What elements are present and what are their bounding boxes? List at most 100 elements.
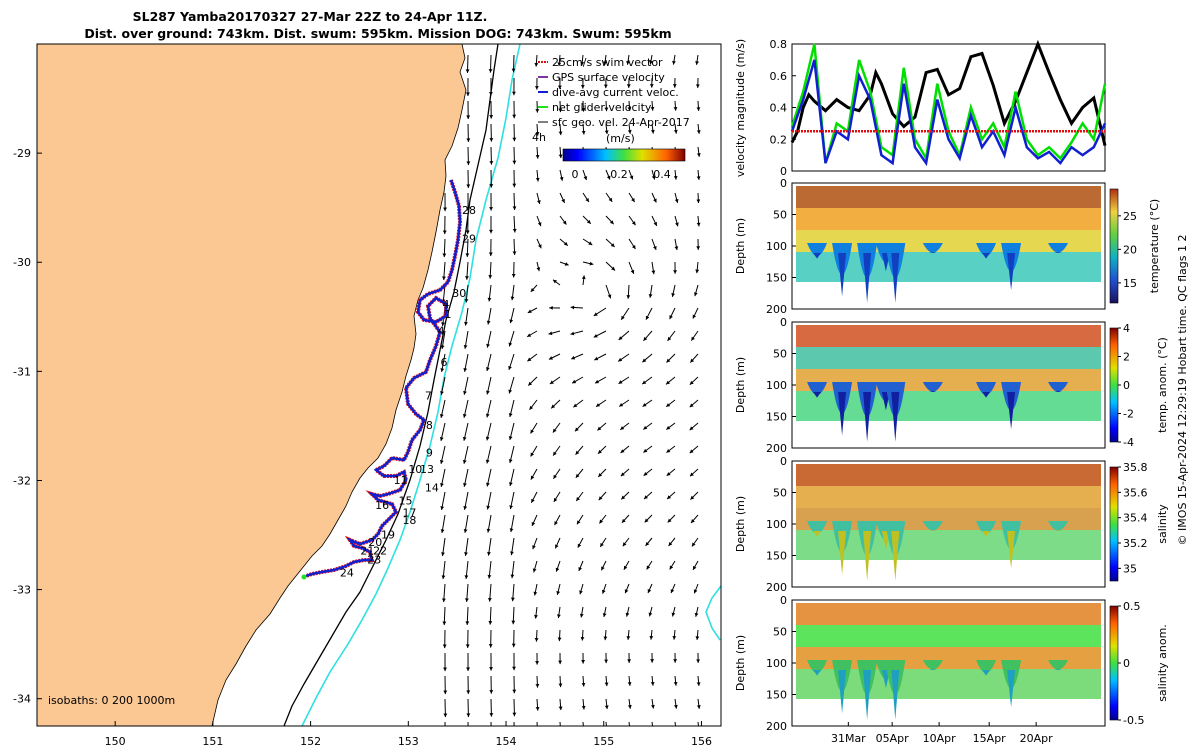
velocity-arrowhead (620, 472, 625, 477)
velocity-arrowhead (487, 597, 492, 602)
velocity-arrowhead (440, 483, 444, 487)
velocity-arrowhead (508, 389, 513, 394)
section-y-tick-label: 200 (766, 581, 787, 594)
velocity-arrowhead (696, 222, 701, 227)
section-dip (922, 243, 943, 253)
velocity-arrowhead (627, 705, 632, 709)
section-y-tick-label: 100 (766, 657, 787, 670)
velocity-arrowhead (624, 589, 629, 594)
section-dip (807, 521, 828, 534)
velocity-arrowhead (696, 705, 701, 709)
section-dip-core (838, 253, 847, 297)
velocity-arrowhead (580, 61, 585, 66)
velocity-arrowhead (443, 667, 447, 672)
velocity-arrowhead (511, 68, 516, 73)
velocity-arrowhead (579, 613, 584, 618)
velocity-arrowhead (692, 314, 697, 319)
velocity-arrowhead (510, 296, 515, 301)
velocity-arrowhead (488, 69, 493, 73)
velocity-arrowhead (598, 496, 603, 501)
velocity-arrowhead (464, 321, 468, 326)
velocity-arrowhead (570, 305, 575, 310)
velocity-arrowhead (583, 176, 588, 181)
velocity-arrowhead (465, 69, 470, 73)
section-band (796, 208, 1101, 230)
velocity-arrowhead (462, 413, 467, 418)
velocity-arrowhead (621, 495, 626, 500)
velocity-arrowhead (571, 355, 576, 360)
section-dip-core (891, 253, 900, 303)
velocity-arrowhead (563, 241, 568, 246)
velocity-arrowhead (696, 153, 701, 157)
velocity-arrowhead (466, 736, 470, 740)
legend-swim: 25cm/s swim vector (552, 56, 663, 69)
section-dip (1048, 382, 1069, 392)
isobath-1000m-east (705, 585, 721, 641)
velocity-arrowhead (578, 567, 582, 571)
velocity-arrowhead (626, 295, 631, 299)
section-x-tick-label: 15Apr (973, 732, 1007, 745)
velocity-arrowhead (532, 568, 537, 573)
velocity-arrowhead (642, 358, 647, 363)
section-x-ticks: 31Mar 05Apr 10Apr 15Apr 20Apr (831, 722, 1053, 745)
velocity-arrowhead (466, 161, 471, 165)
day-label: 15 (399, 494, 413, 507)
dive-avg-track (305, 179, 462, 578)
velocity-arrowhead (671, 612, 676, 617)
velocity-arrowhead (486, 482, 490, 487)
section-dip-core (863, 392, 872, 442)
day-label: 24 (340, 567, 354, 580)
velocity-arrowhead (536, 267, 541, 272)
section-dip-core (813, 531, 822, 537)
section-dip-core (863, 531, 872, 581)
section-dip-core (813, 253, 822, 259)
velocity-arrowhead (509, 528, 514, 533)
colorbar-tick-label: 35.8 (1123, 461, 1148, 474)
velocity-arrowhead (559, 729, 563, 733)
velocity-arrowhead (535, 155, 540, 159)
velocity-arrowhead (666, 380, 670, 385)
velocity-arrowhead (441, 322, 445, 327)
velocity-arrowhead (531, 521, 536, 526)
velocity-arrow (559, 721, 561, 726)
figure-title-line1: SL287 Yamba20170327 27-Mar 22Z to 24-Apr… (133, 9, 488, 24)
velocity-arrowhead (512, 666, 516, 671)
velocity-arrowhead (570, 331, 575, 336)
velocity-arrowhead (561, 198, 565, 203)
isobath-label: isobaths: 0 200 1000m (48, 694, 175, 707)
velocity-arrowhead (627, 130, 632, 134)
colorbar-tick-label: 35.2 (1123, 537, 1148, 550)
section-dip (976, 243, 997, 256)
velocity-arrowhead (464, 298, 469, 303)
velocity-arrowhead (598, 473, 603, 477)
map-legend: 25cm/s swim vector GPS surface velocity … (532, 56, 690, 181)
velocity-arrowhead (555, 567, 560, 572)
velocity-arrowhead (553, 451, 557, 456)
velocity-arrowhead (604, 705, 609, 710)
legend-hours: 4h (532, 131, 546, 144)
velocity-arrowhead (618, 336, 623, 340)
velocity-arrowhead (601, 566, 605, 571)
velocity-arrowhead (441, 575, 446, 580)
velocity-arrowhead (488, 252, 493, 257)
section-dip (922, 382, 943, 392)
speed-colorbar (562, 148, 686, 162)
velocity-arrowhead (604, 659, 609, 664)
velocity-arrowhead (618, 380, 623, 384)
velocity-arrowhead (487, 574, 492, 579)
surface-velocity-arrows (439, 54, 701, 740)
velocity-arrowhead (486, 505, 491, 510)
velocity-arrowhead (548, 331, 553, 336)
velocity-arrowhead (695, 636, 700, 640)
velocity-arrowhead (442, 621, 447, 626)
velocity-arrowhead (604, 107, 609, 112)
day-label: 30 (452, 287, 466, 300)
map-x-tick-label: 151 (202, 735, 223, 748)
velocity-arrowhead (649, 60, 653, 65)
velocity-arrowhead (489, 690, 494, 694)
velocity-arrowhead (463, 505, 468, 510)
velocity-arrowhead (465, 644, 470, 648)
section-y-tick-label: 0 (780, 455, 787, 468)
legend-geo: sfc geo. vel. 24-Apr-2017 (552, 116, 690, 129)
velocity-arrowhead (607, 294, 612, 299)
